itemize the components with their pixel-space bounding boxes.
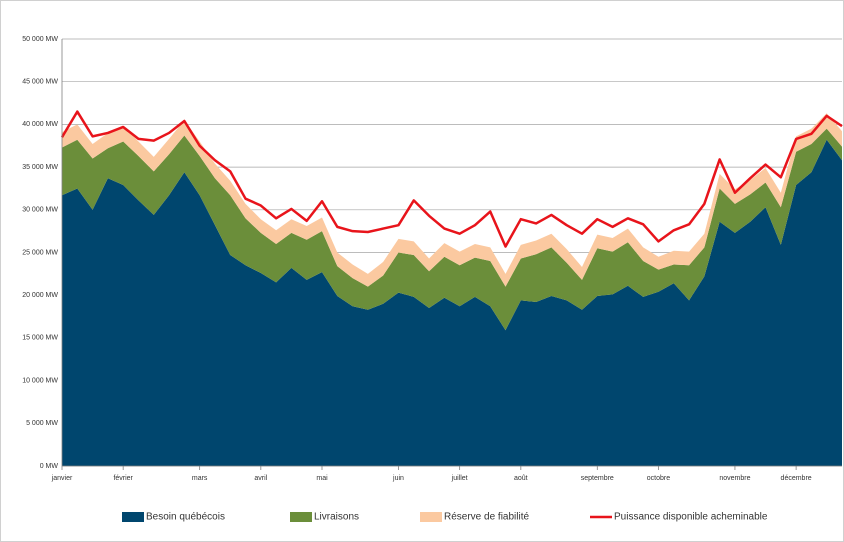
- area: [62, 139, 842, 466]
- x-tick-label: mai: [316, 475, 328, 482]
- x-tick-label: juillet: [451, 475, 468, 482]
- x-tick-label: août: [514, 475, 528, 482]
- x-tick-label: octobre: [647, 475, 670, 482]
- legend-label: Puissance disponible acheminable: [614, 512, 768, 523]
- y-tick-label: 15 000 MW: [22, 335, 58, 342]
- legend-swatch: [122, 512, 144, 522]
- legend-label: Réserve de fiabilité: [444, 512, 529, 523]
- x-tick-label: mars: [192, 475, 208, 482]
- x-tick-label: novembre: [719, 475, 750, 482]
- y-tick-label: 20 000 MW: [22, 292, 58, 299]
- y-tick-label: 40 000 MW: [22, 121, 58, 128]
- x-tick-label: janvier: [51, 475, 73, 482]
- legend-swatch: [420, 512, 442, 522]
- y-tick-label: 0 MW: [40, 463, 59, 470]
- legend-label: Livraisons: [314, 512, 359, 523]
- y-tick-label: 35 000 MW: [22, 164, 58, 171]
- legend-swatch: [290, 512, 312, 522]
- x-tick-label: juin: [392, 475, 404, 482]
- y-tick-label: 10 000 MW: [22, 377, 58, 384]
- x-tick-label: décembre: [781, 475, 812, 482]
- x-tick-label: avril: [254, 475, 267, 482]
- x-tick-label: février: [113, 475, 133, 482]
- y-tick-label: 5 000 MW: [26, 420, 58, 427]
- y-tick-label: 30 000 MW: [22, 207, 58, 214]
- x-tick-label: septembre: [581, 475, 614, 482]
- y-tick-label: 50 000 MW: [22, 36, 58, 43]
- line: [60, 110, 843, 248]
- y-tick-label: 45 000 MW: [22, 79, 58, 86]
- legend-label: Besoin québécois: [146, 512, 225, 523]
- y-tick-label: 25 000 MW: [22, 249, 58, 256]
- area: [62, 128, 842, 331]
- area: [62, 113, 842, 287]
